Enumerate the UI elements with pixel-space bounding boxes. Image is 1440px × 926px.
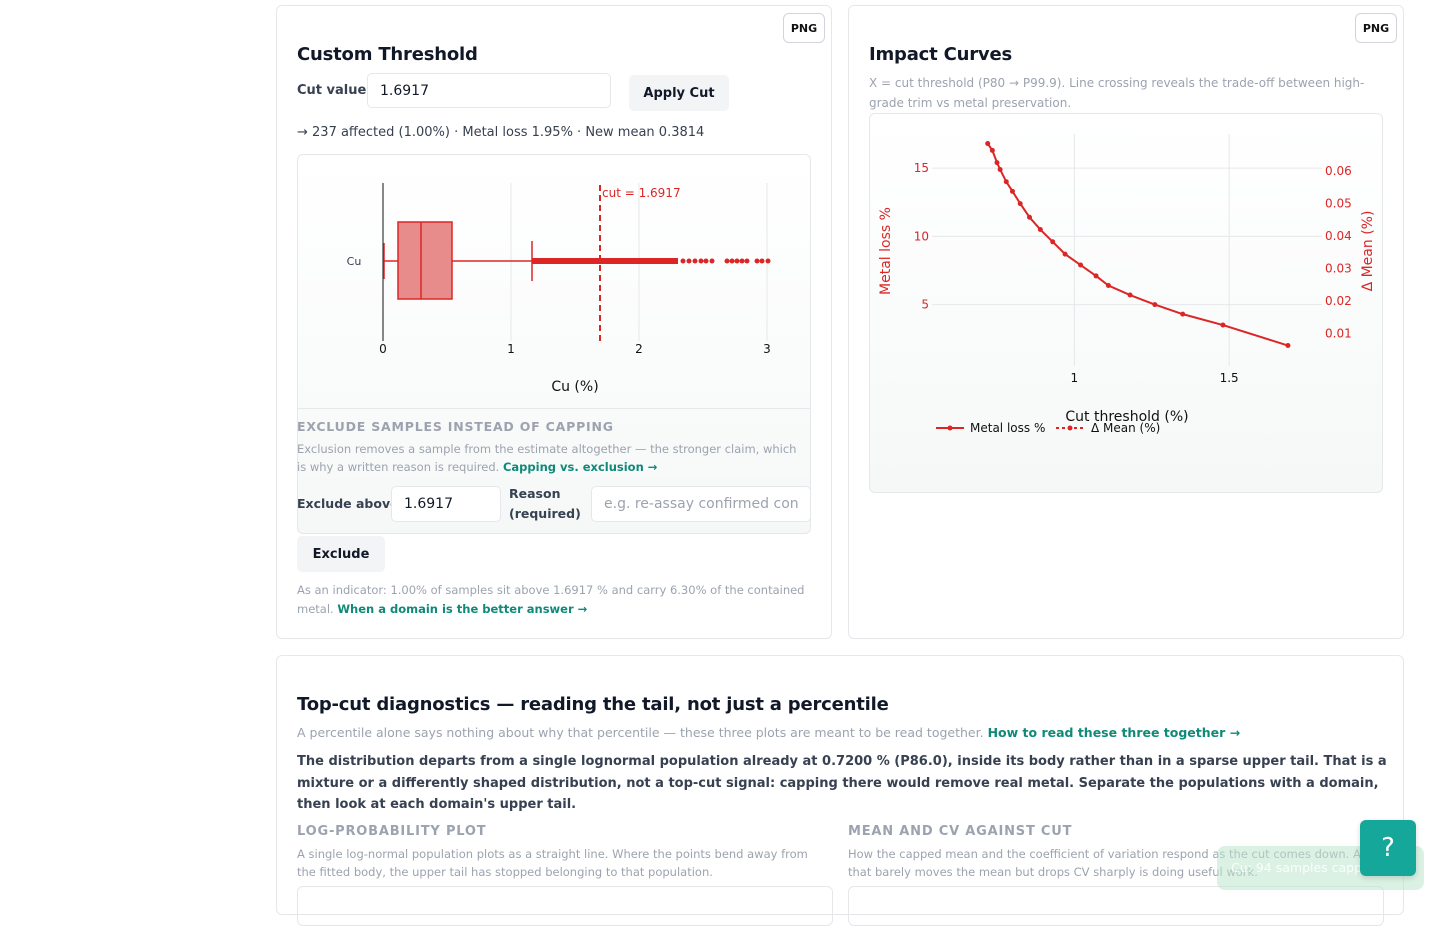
- data-point: [985, 141, 991, 147]
- tick-labels: 1 1.5 5 10 15 0.01 0.02 0.03 0.04 0.05 0.06: [914, 161, 1352, 385]
- y-right-tick-label: 0.03: [1325, 262, 1352, 276]
- cut-summary: → 237 affected (1.00%) · Metal loss 1.95…: [297, 125, 705, 140]
- iqr-box: [397, 221, 453, 300]
- data-point: [1037, 227, 1043, 233]
- data-point: [1220, 322, 1226, 328]
- data-point: [1050, 239, 1056, 245]
- y-right-tick-label: 0.02: [1325, 294, 1352, 308]
- meancv-panel: [848, 886, 1384, 926]
- card-subtitle: X = cut threshold (P80 → P99.9). Line cr…: [869, 76, 1365, 110]
- reason-label-line: (required): [509, 506, 581, 521]
- grid-lines: [932, 134, 1322, 366]
- data-point: [1027, 214, 1032, 220]
- x-tick-label: 0: [379, 342, 387, 356]
- reason-input[interactable]: [591, 486, 811, 522]
- meancv-heading: MEAN AND CV AGAINST CUT: [848, 824, 1073, 839]
- cut-value-label: Cut value:: [297, 83, 372, 98]
- x-tick-label: 3: [763, 342, 771, 356]
- reason-label-line: Reason: [509, 486, 561, 501]
- indicator-text: As an indicator: 1.00% of samples sit ab…: [297, 583, 805, 616]
- data-point: [1062, 251, 1068, 257]
- boxplot-panel: cut = 1.6917 Cu 0 1 2 3 Cu (%): [297, 154, 811, 534]
- x-tick-label: 1: [507, 342, 515, 356]
- category-label: Cu: [347, 255, 362, 268]
- capping-vs-exclusion-link[interactable]: Capping vs. exclusion →: [502, 460, 658, 474]
- impact-curves-card: PNG Impact Curves X = cut threshold (P80…: [848, 5, 1404, 639]
- y-right-tick-label: 0.06: [1325, 164, 1352, 178]
- legend-marker-metal-loss: [947, 425, 953, 431]
- exclude-above-input[interactable]: [391, 486, 501, 522]
- series-line-metal-loss: [986, 142, 1289, 347]
- help-button[interactable]: ?: [1360, 820, 1416, 876]
- y-right-tick-label: 0.05: [1325, 197, 1352, 211]
- y-left-tick-label: 10: [914, 229, 929, 243]
- data-point: [1009, 188, 1015, 194]
- topcut-diagnostics-card: Top-cut diagnostics — reading the tail, …: [276, 655, 1404, 926]
- section-title: Top-cut diagnostics — reading the tail, …: [297, 694, 889, 715]
- x-tick-label: 2: [635, 342, 643, 356]
- impact-chart-panel: 1 1.5 5 10 15 0.01 0.02 0.03 0.04 0.05 0.06 Metal …: [869, 113, 1383, 493]
- logprob-description: A single log-normal population plots as …: [297, 847, 808, 879]
- card-title: Custom Threshold: [297, 44, 478, 65]
- logprob-heading: LOG-PROBABILITY PLOT: [297, 824, 487, 839]
- data-point: [1285, 343, 1291, 349]
- png-export-button[interactable]: PNG: [1355, 13, 1397, 43]
- card-title: Impact Curves: [869, 44, 1012, 65]
- exclude-above-label: Exclude above: [297, 496, 399, 511]
- x-tick-label: 1: [1071, 371, 1079, 385]
- data-point: [1127, 292, 1133, 298]
- data-point: [989, 147, 995, 153]
- cut-value-input[interactable]: [367, 73, 611, 108]
- data-point: [997, 166, 1003, 172]
- impact-chart: 1 1.5 5 10 15 0.01 0.02 0.03 0.04 0.05 0.06 Metal …: [878, 134, 1376, 435]
- domain-better-answer-link[interactable]: When a domain is the better answer →: [337, 602, 588, 616]
- exclude-heading: EXCLUDE SAMPLES INSTEAD OF CAPPING: [297, 419, 614, 434]
- boxplot-chart: cut = 1.6917 Cu 0 1 2 3 Cu (%): [347, 183, 771, 395]
- y-left-tick-label: 15: [914, 161, 929, 175]
- data-point: [1180, 311, 1186, 317]
- read-together-link[interactable]: How to read these three together →: [987, 725, 1241, 740]
- data-point: [1017, 201, 1023, 207]
- data-point: [1152, 302, 1158, 308]
- y-axis-right-label: Δ Mean (%): [1360, 211, 1376, 292]
- reason-label: Reason (required): [509, 484, 581, 524]
- exclude-description: Exclusion removes a sample from the esti…: [297, 440, 797, 476]
- apply-cut-button[interactable]: Apply Cut: [629, 75, 729, 111]
- y-left-tick-label: 5: [921, 298, 929, 312]
- data-point: [1093, 273, 1099, 279]
- diagnostics-finding: The distribution departs from a single l…: [297, 754, 1387, 812]
- data-point: [994, 160, 1000, 166]
- y-right-tick-label: 0.01: [1325, 327, 1352, 341]
- exclude-description-text: Exclusion removes a sample from the esti…: [297, 442, 797, 474]
- legend-label-metal-loss: Metal loss %: [970, 421, 1045, 435]
- data-point: [1078, 262, 1084, 268]
- boxplot-divider: [298, 408, 810, 409]
- diagnostics-intro: A percentile alone says nothing about wh…: [297, 725, 1240, 740]
- x-axis-label: Cut threshold (%): [1065, 409, 1188, 425]
- indicator-note: As an indicator: 1.00% of samples sit ab…: [297, 581, 809, 619]
- logprob-panel: [297, 886, 833, 926]
- diagnostics-intro-text: A percentile alone says nothing about wh…: [297, 725, 984, 740]
- png-export-button[interactable]: PNG: [783, 13, 825, 43]
- x-axis-label: Cu (%): [551, 379, 598, 395]
- x-tick-label: 1.5: [1220, 371, 1239, 385]
- legend-marker-delta-mean: [1067, 425, 1073, 431]
- y-right-tick-label: 0.04: [1325, 229, 1352, 243]
- data-point: [1003, 179, 1009, 185]
- cut-annotation: cut = 1.6917: [602, 186, 681, 200]
- legend-label-delta-mean: Δ Mean (%): [1091, 421, 1160, 435]
- outlier-points: [680, 258, 771, 264]
- exclude-button[interactable]: Exclude: [297, 536, 385, 572]
- y-axis-left-label: Metal loss %: [878, 207, 894, 295]
- series-layer: [985, 141, 1291, 349]
- data-point: [1105, 282, 1111, 288]
- custom-threshold-card: PNG Custom Threshold Cut value: Apply Cu…: [276, 5, 832, 639]
